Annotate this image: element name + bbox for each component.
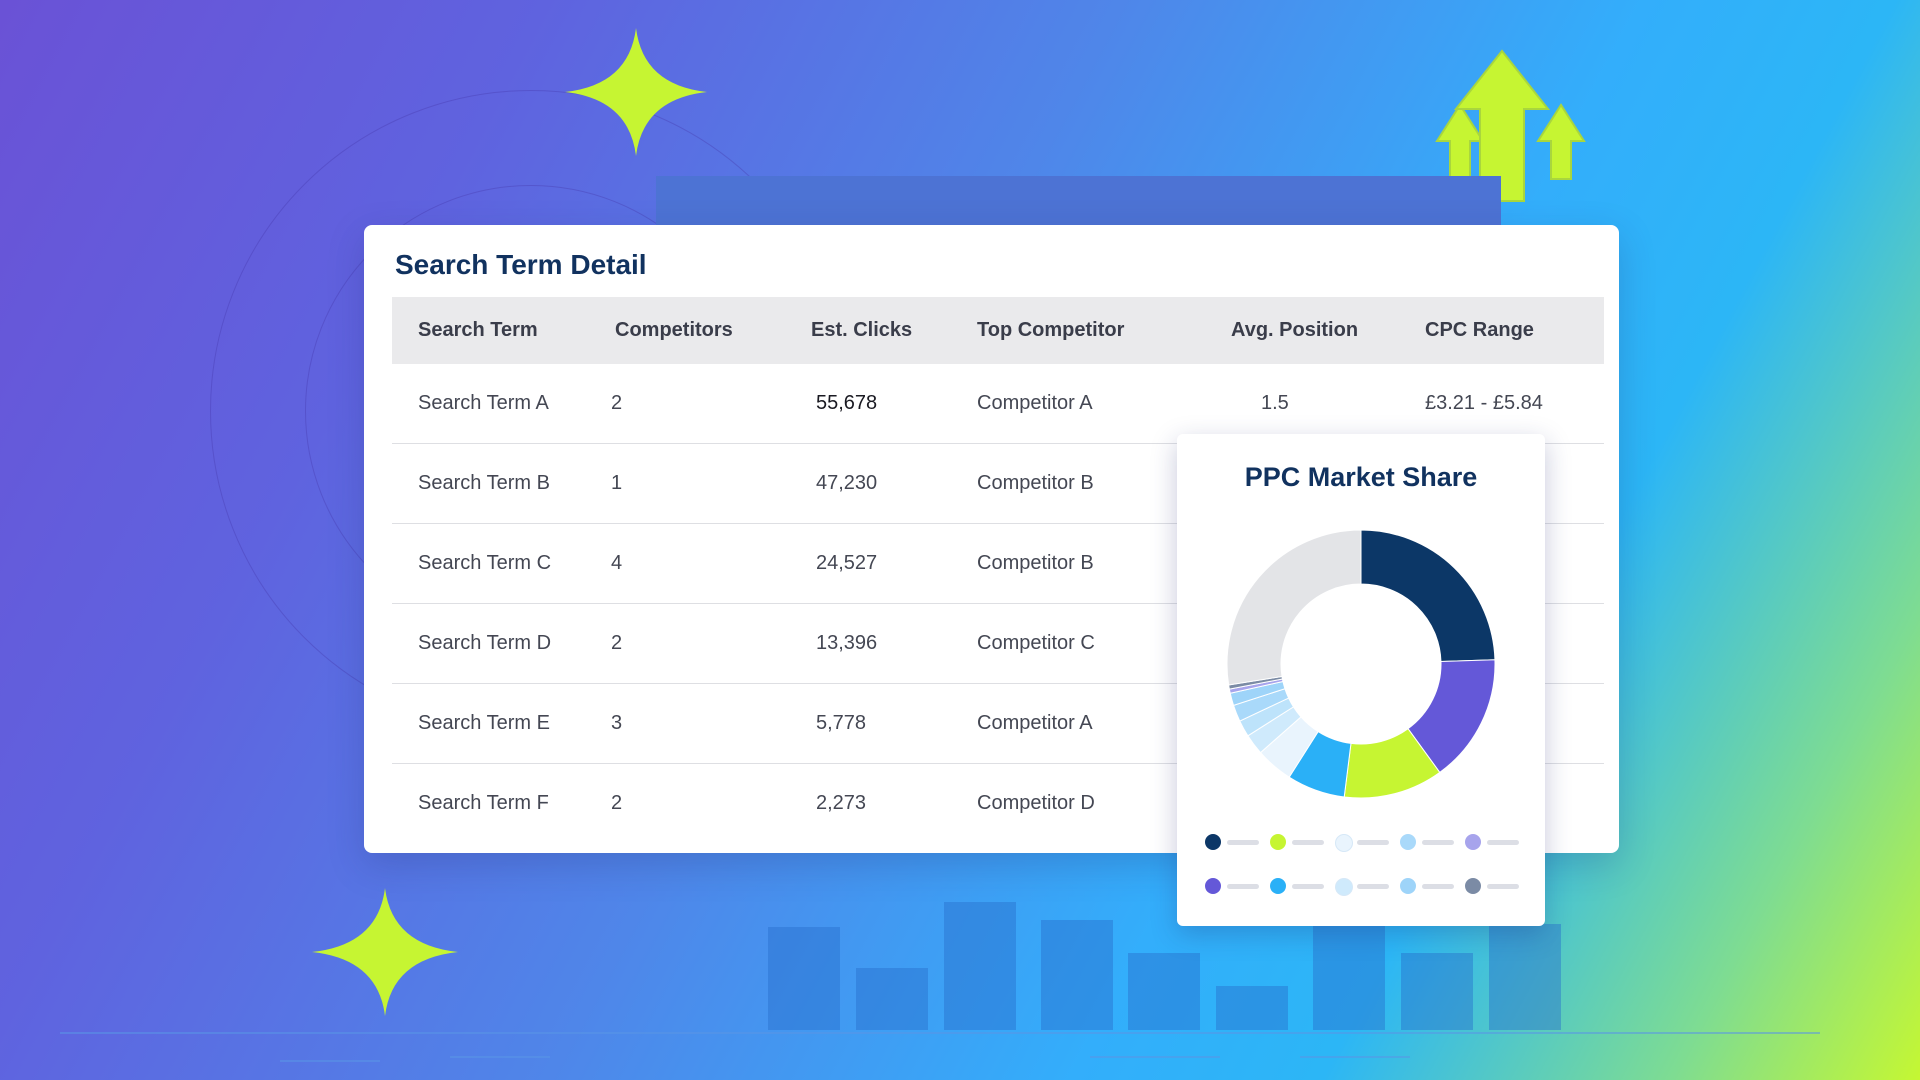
legend-item xyxy=(1400,832,1462,852)
background-bar xyxy=(1489,924,1561,1030)
cell-competitors: 1 xyxy=(605,443,806,524)
cell-cpc-range: £3.21 - £5.84 xyxy=(1425,364,1604,444)
legend-swatch xyxy=(1270,878,1286,894)
legend-item xyxy=(1270,876,1332,896)
legend-item xyxy=(1205,876,1267,896)
background-bar xyxy=(1313,909,1385,1030)
legend-item xyxy=(1335,876,1397,896)
cell-competitors: 2 xyxy=(605,364,806,444)
cell-est-clicks: 47,230 xyxy=(806,443,977,524)
background-bar xyxy=(1128,953,1200,1030)
legend-label-placeholder xyxy=(1227,840,1259,845)
cell-avg-position: 1.5 xyxy=(1226,364,1425,444)
sparkle-icon xyxy=(565,28,707,156)
cell-top-competitor: Competitor A xyxy=(977,364,1226,444)
search-term-detail-title: Search Term Detail xyxy=(395,249,647,280)
cell-competitors: 4 xyxy=(605,523,806,604)
table-row: Search Term D 2 13,396 Competitor C xyxy=(392,603,1604,684)
sparkle-icon xyxy=(312,888,458,1016)
legend-label-placeholder xyxy=(1357,840,1389,845)
background-bar xyxy=(768,927,840,1030)
cell-search-term: Search Term E xyxy=(392,683,605,764)
column-header-competitors: Competitors xyxy=(615,319,733,341)
legend-label-placeholder xyxy=(1487,840,1519,845)
legend-label-placeholder xyxy=(1292,884,1324,889)
column-header-cpc-range: CPC Range xyxy=(1425,319,1534,341)
legend-label-placeholder xyxy=(1227,884,1259,889)
cell-competitors: 2 xyxy=(605,603,806,684)
cell-search-term: Search Term A xyxy=(392,364,605,444)
column-header-search-term: Search Term xyxy=(418,319,538,341)
background-dash xyxy=(1090,1056,1220,1058)
legend-swatch xyxy=(1465,878,1481,894)
donut-slice xyxy=(1226,529,1362,686)
legend-item xyxy=(1465,832,1527,852)
search-term-table: Search Term Competitors Est. Clicks Top … xyxy=(392,297,1604,843)
legend-swatch xyxy=(1335,878,1353,896)
background-bar xyxy=(856,968,928,1030)
cell-est-clicks: 55,678 xyxy=(806,364,977,444)
background-dash xyxy=(450,1056,550,1058)
legend-swatch xyxy=(1205,878,1221,894)
background-bar xyxy=(944,902,1016,1030)
legend-label-placeholder xyxy=(1292,840,1324,845)
legend-swatch xyxy=(1400,834,1416,850)
legend-label-placeholder xyxy=(1357,884,1389,889)
cell-est-clicks: 13,396 xyxy=(806,603,977,684)
legend-swatch xyxy=(1335,834,1353,852)
ppc-market-share-title: PPC Market Share xyxy=(1244,462,1478,492)
background-dash xyxy=(1300,1056,1410,1058)
legend-swatch xyxy=(1400,878,1416,894)
table-row: Search Term A 2 55,678 Competitor A 1.5 … xyxy=(392,364,1604,444)
legend-swatch xyxy=(1270,834,1286,850)
legend-label-placeholder xyxy=(1487,884,1519,889)
table-row: Search Term F 2 2,273 Competitor D xyxy=(392,764,1604,844)
cell-est-clicks: 5,778 xyxy=(806,683,977,764)
cell-est-clicks: 24,527 xyxy=(806,523,977,604)
legend-item xyxy=(1335,832,1397,852)
legend-item xyxy=(1270,832,1332,852)
cell-search-term: Search Term B xyxy=(392,443,605,524)
background-dash xyxy=(280,1060,380,1062)
legend-item xyxy=(1465,876,1527,896)
legend-item xyxy=(1400,876,1462,896)
cell-top-competitor: Competitor D xyxy=(977,792,1095,814)
background-bar xyxy=(1401,953,1473,1030)
cell-competitors: 3 xyxy=(605,683,806,764)
growth-arrows-icon xyxy=(1435,49,1586,202)
column-header-est-clicks: Est. Clicks xyxy=(811,319,913,341)
cell-search-term: Search Term F xyxy=(418,792,549,814)
cell-search-term: Search Term D xyxy=(392,603,605,684)
cell-competitors: 2 xyxy=(611,792,623,814)
background-bar xyxy=(1216,986,1288,1030)
legend-swatch xyxy=(1465,834,1481,850)
legend-item xyxy=(1205,832,1267,852)
donut-slice xyxy=(1360,529,1496,663)
ppc-market-share-card: PPC Market Share xyxy=(1177,434,1545,926)
cell-est-clicks: 2,273 xyxy=(816,792,867,814)
background-bar xyxy=(1041,920,1113,1030)
table-header-row: Search Term Competitors Est. Clicks Top … xyxy=(392,297,1604,364)
column-header-top-competitor: Top Competitor xyxy=(977,319,1125,341)
column-header-avg-position: Avg. Position xyxy=(1231,319,1359,341)
legend-label-placeholder xyxy=(1422,884,1454,889)
legend-swatch xyxy=(1205,834,1221,850)
legend-label-placeholder xyxy=(1422,840,1454,845)
market-share-donut-chart xyxy=(1226,529,1496,799)
background-baseline xyxy=(60,1032,1820,1034)
cell-search-term: Search Term C xyxy=(392,523,605,604)
